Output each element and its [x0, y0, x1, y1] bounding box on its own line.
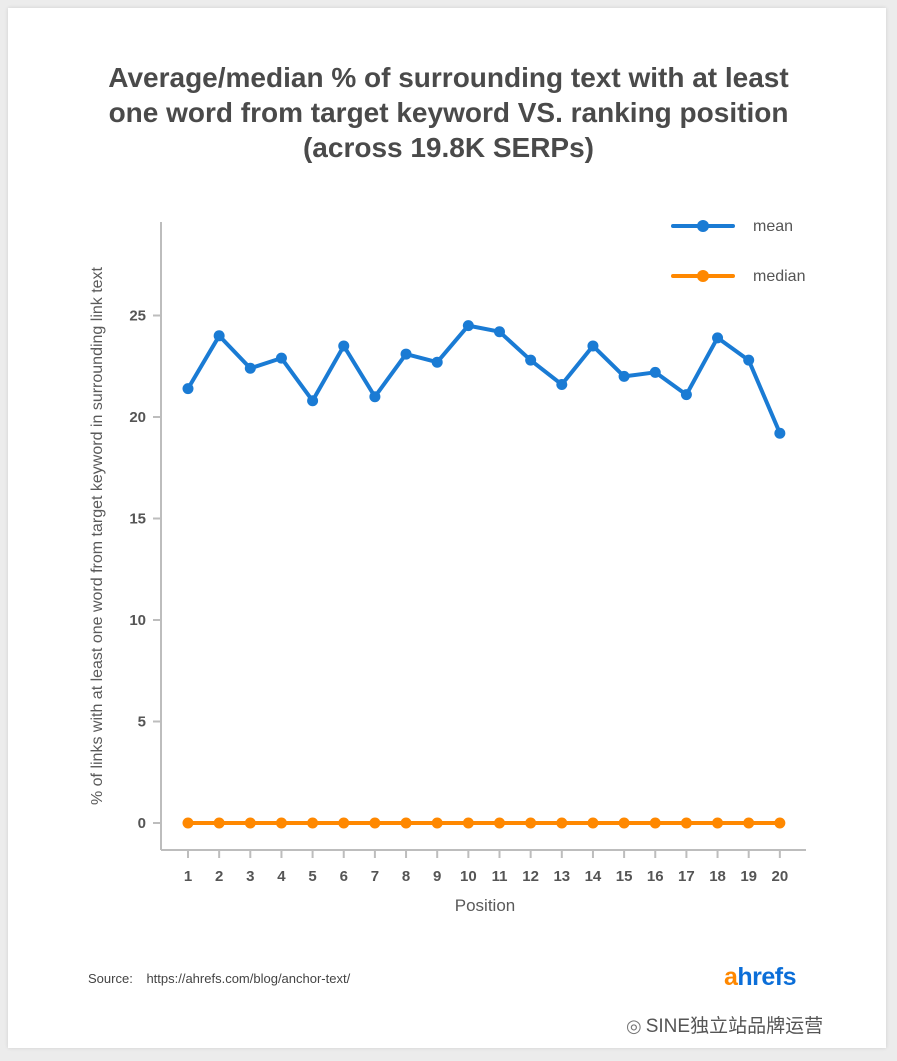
x-axis-label: Position [454, 896, 516, 915]
data-point-mean [556, 379, 568, 391]
chart-title-line-3: (across 19.8K SERPs) [302, 132, 595, 163]
data-point-median [182, 817, 194, 829]
logo-rest: hrefs [737, 963, 797, 991]
data-point-median [431, 817, 443, 829]
data-point-mean [400, 348, 412, 360]
data-point-mean [743, 354, 755, 366]
data-point-median [556, 817, 568, 829]
x-tick-label: 16 [647, 868, 664, 885]
data-point-mean [369, 391, 381, 403]
data-point-median [618, 817, 630, 829]
data-point-mean [431, 356, 443, 368]
y-tick-label: 20 [129, 409, 146, 426]
x-tick-label: 7 [371, 868, 379, 885]
data-point-mean [587, 340, 599, 352]
x-tick-label: 1 [184, 868, 192, 885]
y-tick-label: 15 [129, 511, 146, 528]
data-point-mean [275, 352, 287, 364]
x-tick-label: 8 [402, 868, 410, 885]
data-point-mean [712, 332, 724, 344]
data-point-mean [182, 383, 194, 395]
data-point-median [400, 817, 412, 829]
watermark: ◎ SINE独立站品牌运营 [626, 1011, 823, 1038]
x-tick-label: 10 [460, 868, 477, 885]
data-point-mean [525, 354, 537, 366]
data-point-median [587, 817, 599, 829]
x-tick-label: 20 [772, 868, 789, 885]
logo-accent: a [724, 963, 738, 991]
x-tick-label: 17 [678, 868, 695, 885]
ahrefs-logo: ahrefs [724, 963, 797, 992]
x-tick-label: 5 [308, 868, 316, 885]
chart-title: Average/median % of surrounding text wit… [0, 60, 897, 165]
data-point-median [743, 817, 755, 829]
x-tick-label: 15 [616, 868, 633, 885]
y-tick-label: 5 [138, 714, 146, 731]
data-point-mean [462, 320, 474, 332]
x-tick-label: 2 [215, 868, 223, 885]
x-tick-label: 11 [492, 868, 508, 885]
source-url[interactable]: https://ahrefs.com/blog/anchor-text/ [146, 971, 351, 986]
legend-label-median: median [753, 268, 805, 285]
data-point-median [774, 817, 786, 829]
watermark-text: SINE独立站品牌运营 [645, 1016, 824, 1037]
data-point-median [307, 817, 319, 829]
x-tick-label: 19 [740, 868, 757, 885]
data-point-median [369, 817, 381, 829]
data-point-median [494, 817, 505, 829]
x-tick-label: 4 [277, 868, 286, 885]
data-point-median [525, 817, 537, 829]
series-line-mean [186, 323, 782, 436]
y-tick-label: 10 [129, 612, 146, 629]
chart-card [8, 8, 886, 1048]
data-point-median [712, 817, 724, 829]
data-point-mean [494, 326, 505, 338]
legend-marker-mean [697, 220, 709, 232]
data-point-mean [649, 366, 661, 378]
x-tick-label: 13 [553, 868, 570, 885]
data-point-median [680, 817, 692, 829]
data-point-median [649, 817, 661, 829]
chart-title-line-2: one word from target keyword VS. ranking… [108, 97, 789, 128]
wechat-icon: ◎ [626, 1016, 642, 1036]
data-point-median [338, 817, 350, 829]
data-point-mean [774, 427, 786, 439]
data-point-median [275, 817, 287, 829]
x-tick-label: 14 [585, 868, 602, 885]
data-point-mean [307, 395, 319, 407]
data-point-mean [244, 362, 256, 374]
legend-label-mean: mean [753, 218, 793, 235]
legend-marker-median [697, 270, 709, 282]
data-point-mean [680, 389, 692, 401]
data-point-mean [213, 330, 225, 342]
data-point-median [462, 817, 474, 829]
x-tick-label: 18 [709, 868, 726, 885]
data-point-median [244, 817, 256, 829]
source-note: Source: https://ahrefs.com/blog/anchor-t… [88, 971, 350, 986]
y-tick-label: 25 [129, 308, 146, 325]
data-point-mean [338, 340, 350, 352]
y-tick-label: 0 [138, 815, 146, 832]
chart-title-line-1: Average/median % of surrounding text wit… [108, 62, 789, 93]
x-tick-label: 3 [246, 868, 254, 885]
x-tick-label: 12 [522, 868, 539, 885]
x-tick-label: 6 [340, 868, 348, 885]
x-tick-label: 9 [433, 868, 441, 885]
data-point-median [213, 817, 225, 829]
data-point-mean [618, 370, 630, 382]
source-label: Source: [88, 971, 133, 986]
